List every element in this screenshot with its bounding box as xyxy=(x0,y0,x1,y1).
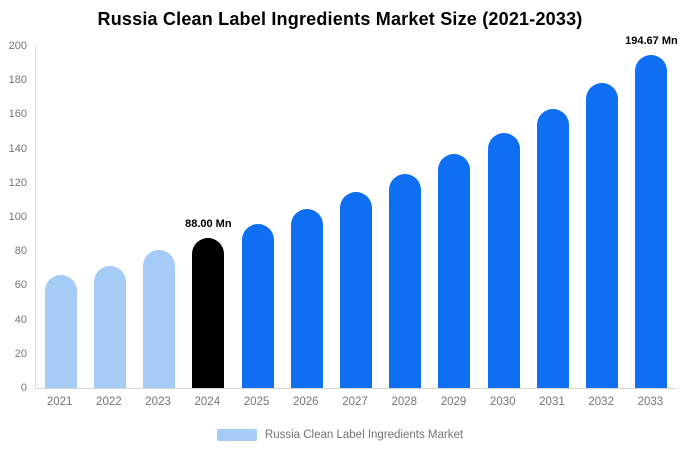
y-tick-160: 160 xyxy=(8,108,27,121)
legend-swatch xyxy=(216,429,257,441)
bar-2024[interactable] xyxy=(192,237,225,388)
bar-2027[interactable] xyxy=(340,191,373,388)
x-axis: 2021 2022 2023 2024 2025 2026 2027 2028 2029 2030… xyxy=(35,396,675,408)
bar-slot-2024: 88.00 Mn xyxy=(184,46,233,388)
bar-2030[interactable] xyxy=(487,132,520,388)
legend[interactable]: Russia Clean Label Ingredients Market xyxy=(0,427,680,443)
value-label-2033: 194.67 Mn xyxy=(625,35,678,48)
bar-slot-2031 xyxy=(528,46,577,388)
y-tick-120: 120 xyxy=(8,176,27,189)
x-label-2022: 2022 xyxy=(96,396,122,408)
bar-2022[interactable] xyxy=(93,265,126,388)
bar-slot-2026 xyxy=(282,46,331,388)
y-tick-80: 80 xyxy=(14,245,27,258)
x-label-2023: 2023 xyxy=(145,396,171,408)
bar-slot-2022 xyxy=(85,46,134,388)
y-tick-180: 180 xyxy=(8,74,27,87)
bar-2025[interactable] xyxy=(241,223,274,388)
chart-title: Russia Clean Label Ingredients Market Si… xyxy=(97,9,583,29)
x-label-2024: 2024 xyxy=(194,396,221,408)
bar-slot-2025 xyxy=(233,46,282,388)
value-label-2024: 88.00 Mn xyxy=(185,217,232,230)
x-label-2032: 2032 xyxy=(588,396,614,408)
x-label-2028: 2028 xyxy=(391,396,418,408)
x-label-2029: 2029 xyxy=(440,396,467,408)
bar-2021[interactable] xyxy=(44,275,77,388)
x-label-2030: 2030 xyxy=(489,396,516,408)
x-label-2026: 2026 xyxy=(292,396,319,408)
bar-slot-2030 xyxy=(479,46,528,388)
bar-2029[interactable] xyxy=(438,154,471,388)
bar-slot-2033: 194.67 Mn xyxy=(625,35,678,388)
y-tick-100: 100 xyxy=(8,211,27,223)
bar-slot-2023 xyxy=(134,46,183,388)
y-tick-0: 0 xyxy=(20,382,27,394)
bars-row: 88.00 Mn 194.67 Mn xyxy=(36,35,678,388)
bar-2033[interactable] xyxy=(635,55,668,388)
x-label-2033: 2033 xyxy=(637,396,664,408)
y-tick-60: 60 xyxy=(14,279,27,292)
plot-area: 88.00 Mn 194.67 Mn 0 20 40 60 80 100 120 140 160 1… xyxy=(9,35,678,394)
y-tick-40: 40 xyxy=(14,313,27,326)
bar-2032[interactable] xyxy=(586,83,619,388)
bar-slot-2028 xyxy=(381,46,430,388)
bar-2023[interactable] xyxy=(143,250,176,388)
x-label-2021: 2021 xyxy=(46,396,73,408)
y-tick-200: 200 xyxy=(8,40,27,52)
bar-slot-2032 xyxy=(578,46,627,388)
bar-2031[interactable] xyxy=(536,108,569,388)
x-label-2025: 2025 xyxy=(243,396,270,408)
bar-slot-2027 xyxy=(331,46,380,388)
legend-label: Russia Clean Label Ingredients Market xyxy=(264,429,464,441)
x-label-2027: 2027 xyxy=(342,396,368,408)
bar-2028[interactable] xyxy=(389,173,422,388)
y-tick-140: 140 xyxy=(8,142,27,155)
bar-2026[interactable] xyxy=(290,208,323,388)
bar-slot-2021 xyxy=(36,46,85,388)
y-tick-20: 20 xyxy=(14,347,27,360)
bar-slot-2029 xyxy=(430,46,479,388)
x-label-2031: 2031 xyxy=(539,396,565,408)
